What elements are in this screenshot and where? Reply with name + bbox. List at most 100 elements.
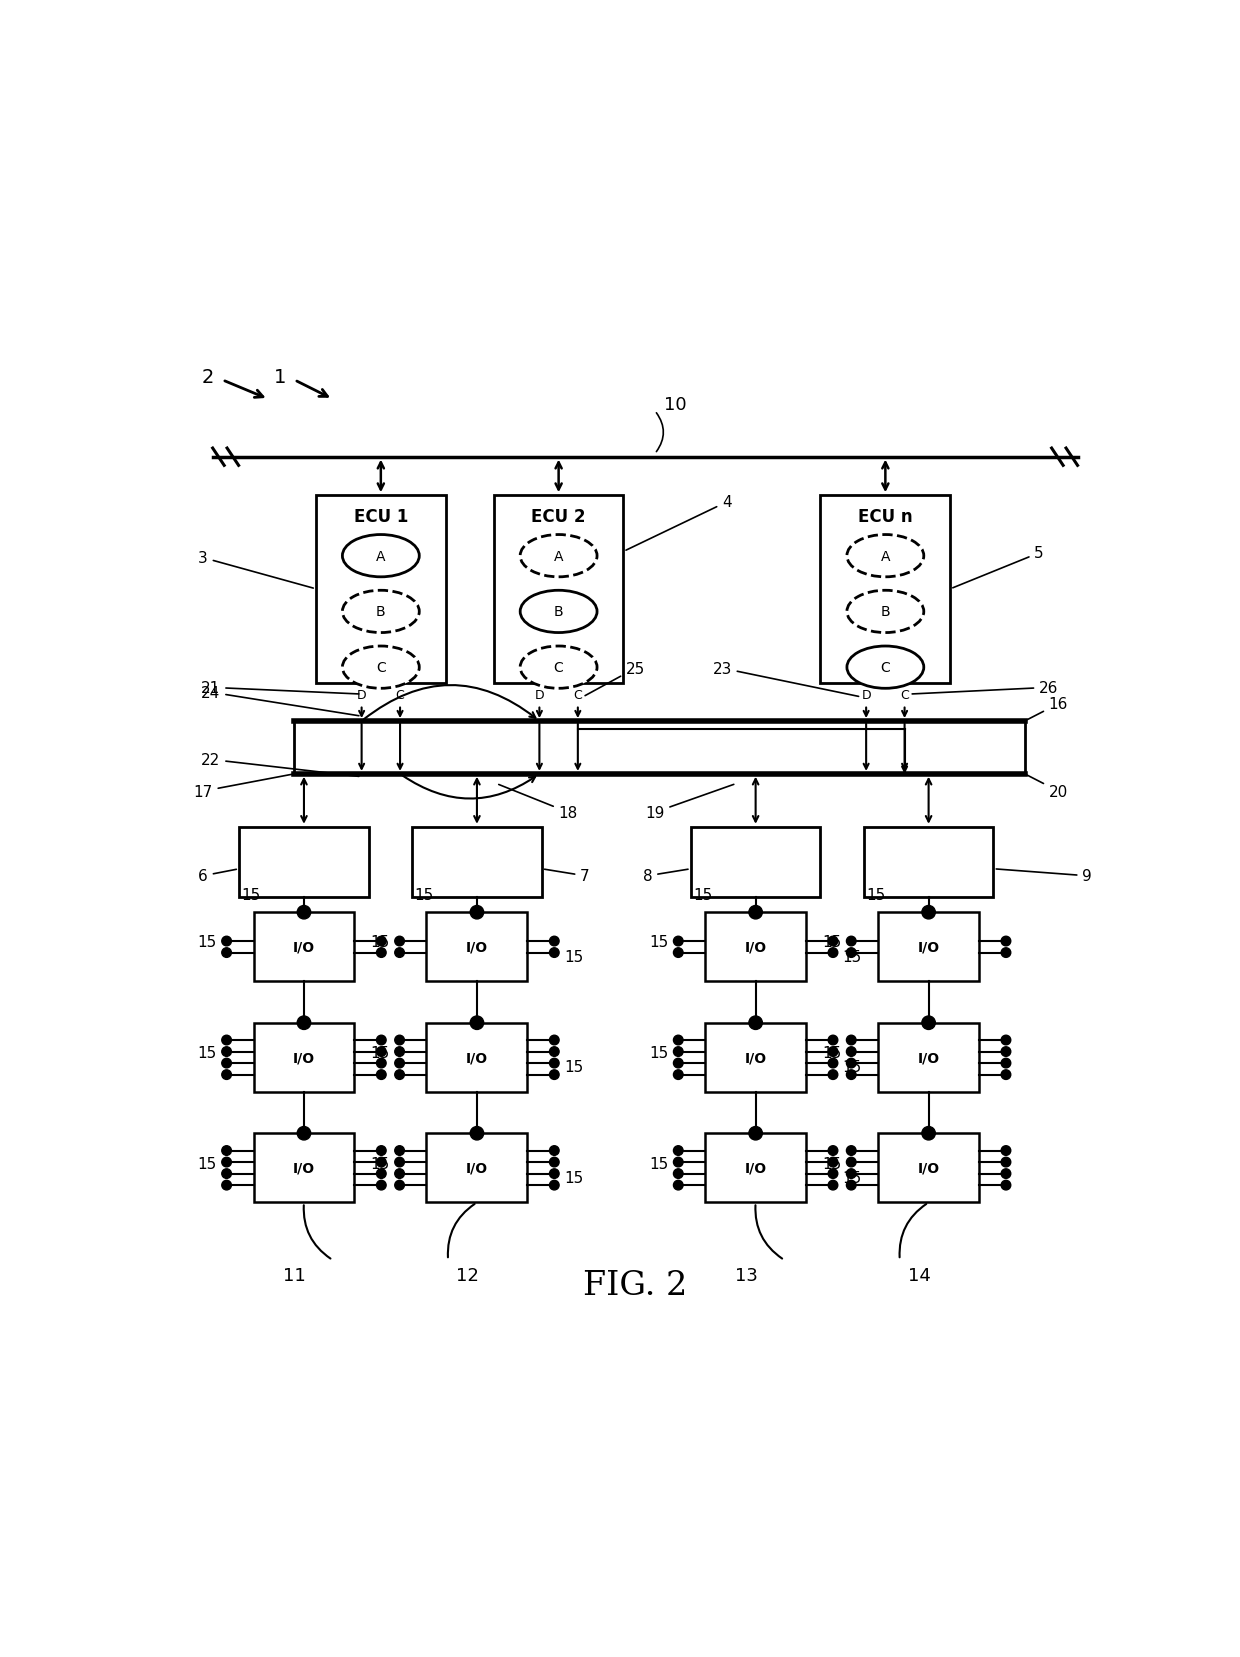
Ellipse shape (847, 592, 924, 633)
Text: 15: 15 (197, 935, 217, 949)
Text: 15: 15 (866, 888, 885, 903)
Text: A: A (880, 550, 890, 563)
Circle shape (1001, 1181, 1011, 1190)
Circle shape (394, 1170, 404, 1178)
Circle shape (394, 936, 404, 946)
Text: 8: 8 (642, 868, 688, 883)
Circle shape (377, 1036, 386, 1046)
Circle shape (673, 1181, 683, 1190)
Text: 19: 19 (645, 785, 734, 820)
Ellipse shape (521, 535, 596, 578)
Text: I/O: I/O (918, 940, 940, 954)
Circle shape (847, 1147, 856, 1155)
Text: ECU 2: ECU 2 (532, 509, 585, 525)
Text: I/O: I/O (918, 1051, 940, 1065)
Bar (239, 827, 368, 898)
Circle shape (828, 936, 838, 946)
Circle shape (394, 1181, 404, 1190)
Circle shape (673, 1158, 683, 1167)
Circle shape (828, 1147, 838, 1155)
Circle shape (549, 1059, 559, 1069)
Circle shape (673, 936, 683, 946)
Text: I/O: I/O (293, 1162, 315, 1175)
Bar (494, 495, 624, 683)
Text: 15: 15 (197, 1046, 217, 1060)
Bar (316, 495, 445, 683)
Text: 21: 21 (201, 681, 358, 696)
Text: 15: 15 (843, 949, 862, 964)
Text: FIG. 2: FIG. 2 (583, 1269, 688, 1301)
Text: ECU n: ECU n (858, 509, 913, 525)
Text: B: B (880, 605, 890, 620)
Text: I/O: I/O (466, 940, 489, 954)
Circle shape (377, 1170, 386, 1178)
Circle shape (921, 906, 935, 920)
Circle shape (828, 1158, 838, 1167)
Circle shape (549, 1147, 559, 1155)
Circle shape (673, 948, 683, 958)
Ellipse shape (521, 592, 596, 633)
Text: 6: 6 (198, 868, 237, 883)
Bar (253, 1133, 355, 1203)
Text: 10: 10 (665, 396, 687, 414)
Text: 15: 15 (650, 1157, 668, 1171)
Circle shape (470, 1016, 484, 1031)
Circle shape (921, 1016, 935, 1031)
Circle shape (847, 1047, 856, 1057)
Circle shape (1001, 1147, 1011, 1155)
Bar (427, 913, 527, 983)
Text: 20: 20 (1027, 775, 1068, 799)
Circle shape (377, 1070, 386, 1080)
Bar (878, 1133, 980, 1203)
Text: 15: 15 (564, 1060, 583, 1075)
Circle shape (847, 948, 856, 958)
Text: 5: 5 (952, 545, 1044, 588)
Circle shape (673, 1059, 683, 1069)
Circle shape (828, 1070, 838, 1080)
Circle shape (847, 1181, 856, 1190)
Circle shape (549, 1036, 559, 1046)
Bar (706, 1133, 806, 1203)
Bar (878, 1022, 980, 1092)
Text: I/O: I/O (918, 1162, 940, 1175)
Text: 25: 25 (585, 661, 645, 696)
Circle shape (549, 1170, 559, 1178)
Ellipse shape (847, 535, 924, 578)
Text: 24: 24 (201, 686, 358, 716)
Ellipse shape (847, 646, 924, 689)
Text: 9: 9 (996, 868, 1092, 883)
Text: I/O: I/O (293, 940, 315, 954)
Text: 12: 12 (456, 1266, 479, 1284)
Text: 15: 15 (371, 1046, 389, 1060)
Circle shape (222, 1036, 232, 1046)
Text: I/O: I/O (293, 1051, 315, 1065)
Text: 16: 16 (1027, 696, 1068, 721)
Text: 15: 15 (650, 1046, 668, 1060)
Circle shape (828, 1059, 838, 1069)
Text: 17: 17 (193, 775, 291, 799)
Circle shape (1001, 1036, 1011, 1046)
Text: 23: 23 (712, 661, 858, 698)
Circle shape (549, 948, 559, 958)
Text: 15: 15 (693, 888, 713, 903)
Circle shape (1001, 1070, 1011, 1080)
Circle shape (1001, 1059, 1011, 1069)
Circle shape (749, 1016, 763, 1031)
Text: 15: 15 (242, 888, 260, 903)
Circle shape (847, 1036, 856, 1046)
Text: 15: 15 (371, 1157, 389, 1171)
Bar (253, 913, 355, 983)
Text: C: C (554, 661, 563, 674)
Circle shape (847, 1170, 856, 1178)
Circle shape (377, 1059, 386, 1069)
Circle shape (298, 1016, 311, 1031)
Circle shape (847, 936, 856, 946)
Circle shape (847, 1070, 856, 1080)
Circle shape (1001, 1047, 1011, 1057)
Circle shape (394, 1158, 404, 1167)
Circle shape (222, 1070, 232, 1080)
Text: 15: 15 (843, 1170, 862, 1185)
Circle shape (549, 936, 559, 946)
Circle shape (394, 948, 404, 958)
Bar (864, 827, 993, 898)
